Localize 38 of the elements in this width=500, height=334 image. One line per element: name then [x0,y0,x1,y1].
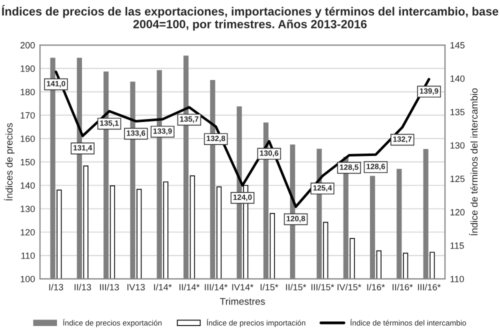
y-tick-label: 100 [20,276,35,282]
y2-tick-label: 130 [450,142,465,149]
x-tick-label: IV/15* [338,284,362,290]
y-axis-title: Índices de precios [4,123,15,200]
y-tick-label: 150 [20,158,35,166]
y-tick-label: 180 [20,88,35,96]
y-tick-label: 120 [20,229,35,236]
x-tick-label: II/16* [392,284,413,290]
x-tick-label: IV13 [127,284,145,290]
y-tick-label: 140 [20,182,35,189]
y2-tick-label: 140 [450,75,465,82]
y2-tick-label: 115 [450,242,464,249]
y-tick-label: 200 [20,42,35,48]
y2-tick-label: 120 [450,209,465,216]
x-tick-label: IV14* [232,284,254,290]
y2-tick-label: 135 [450,108,465,116]
x-tick-label: III/15* [311,284,334,290]
x-tick-label: I/14* [154,284,172,290]
x-tick-label: I/15* [260,284,278,290]
y2-tick-label: 125 [450,176,465,182]
y-tick-label: 190 [20,65,35,72]
y-tick-label: 170 [20,112,35,119]
x-tick-label: I/16* [367,284,385,290]
y2-tick-label: 145 [450,42,465,48]
y-tick-label: 130 [20,206,35,212]
y-tick-label: 160 [20,136,35,142]
y-tick-label: 110 [21,252,35,259]
chart-title: Índices de precios de las exportaciones, importaciones y términos del intercambio, base 2004=100, por trimestres. Años 2013-2016 [2,5,498,31]
x-tick-label: III/14* [204,284,228,290]
x-tick-label: III/13 [100,284,119,290]
x-axis-title: Trimestres [220,298,265,305]
y2-tick-label: 110 [450,276,464,282]
y2-axis-title: Índice de términos del intercambio [469,88,478,236]
x-tick-label: II/13 [74,284,92,290]
x-tick-label: I/13 [49,284,64,290]
x-tick-label: II/14* [180,284,200,290]
x-tick-label: III/16* [418,284,441,290]
x-tick-label: II/15* [286,284,306,290]
